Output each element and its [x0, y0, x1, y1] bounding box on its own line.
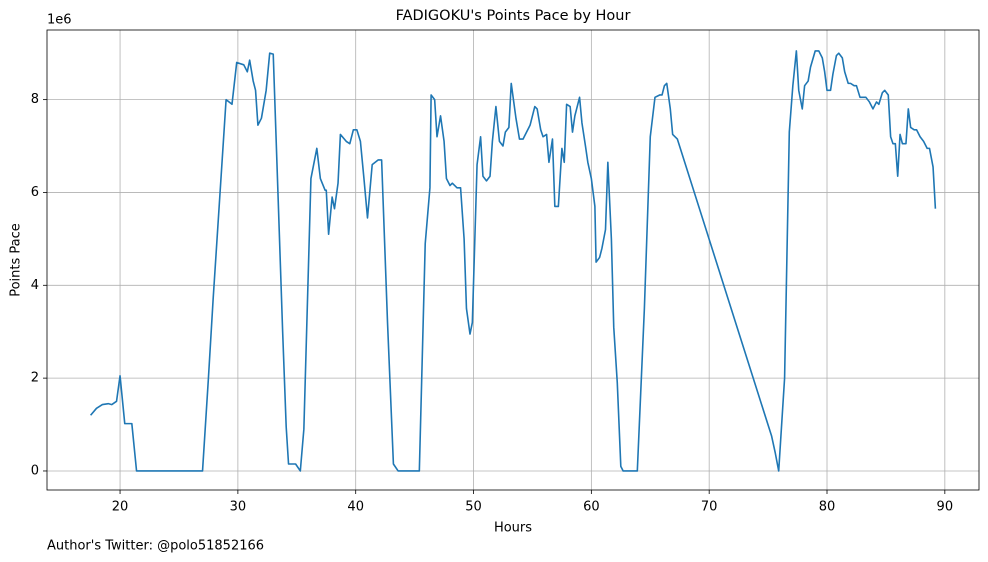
x-axis-label: Hours [494, 521, 532, 536]
line-series [89, 50, 937, 472]
axes-frame [46, 29, 980, 491]
x-tick-label: 40 [347, 500, 364, 515]
grid: 20 30 40 50 60 70 80 90 0 2 4 6 8 [31, 30, 979, 515]
y-axis-label: Points Pace [9, 223, 24, 297]
x-tick-label: 90 [937, 500, 954, 515]
plot-area [89, 50, 937, 472]
chart-title: FADIGOKU's Points Pace by Hour [396, 8, 631, 24]
x-tick-label: 30 [230, 500, 247, 515]
y-offset-label: 1e6 [47, 13, 72, 28]
y-tick-label: 4 [31, 278, 39, 293]
y-tick-label: 6 [31, 185, 39, 200]
y-tick-label: 2 [31, 371, 39, 386]
x-tick-label: 50 [465, 500, 482, 515]
y-tick-label: 8 [31, 92, 39, 107]
footnote: Author's Twitter: @polo51852166 [47, 539, 264, 554]
y-tick-label: 0 [31, 463, 39, 478]
x-tick-label: 70 [701, 500, 718, 515]
x-tick-label: 80 [819, 500, 836, 515]
x-tick-label: 20 [112, 500, 129, 515]
x-tick-label: 60 [583, 500, 600, 515]
